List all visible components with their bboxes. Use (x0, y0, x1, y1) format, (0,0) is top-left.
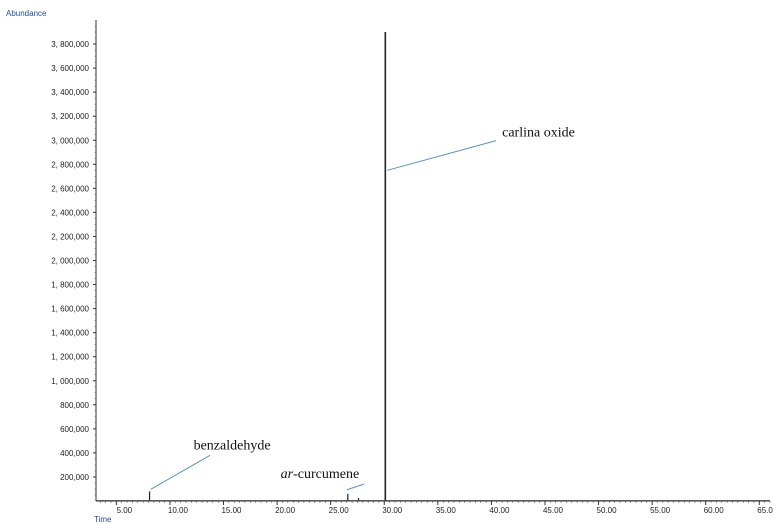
x-tick-label: 10.00 (168, 506, 189, 515)
y-tick-label: 1, 400,000 (51, 329, 89, 338)
x-tick-label: 15.00 (221, 506, 242, 515)
annotation-leader-line (346, 483, 365, 491)
x-axis-title: Time (94, 515, 112, 524)
axis-frame (95, 20, 770, 502)
chromatogram-peaks (96, 32, 770, 501)
y-tick-label: 1, 800,000 (51, 281, 89, 290)
x-tick-label: 45.00 (543, 506, 564, 515)
y-tick-label: 2, 800,000 (51, 160, 89, 169)
y-tick-label: 400,000 (60, 449, 89, 458)
y-tick-label: 2, 000,000 (51, 257, 89, 266)
y-tick-label: 2, 200,000 (51, 232, 89, 241)
y-tick-label: 600,000 (60, 425, 89, 434)
y-tick-label: 3, 400,000 (51, 88, 89, 97)
y-tick-label: 800,000 (60, 401, 89, 410)
x-tick-label: 65.00 (757, 506, 773, 515)
x-tick-label: 60.00 (704, 506, 725, 515)
y-axis-ticks: 200,000 400,000 600,000 800,000 1, 000,000 1,… (51, 25, 96, 496)
annotation-name: -curcumene (293, 467, 359, 482)
x-tick-label: 35.00 (436, 506, 457, 515)
y-tick-label: 1, 200,000 (51, 353, 89, 362)
y-tick-label: 1, 600,000 (51, 305, 89, 314)
y-tick-label: 2, 400,000 (51, 208, 89, 217)
y-tick-label: 3, 600,000 (51, 64, 89, 73)
x-tick-label: 30.00 (382, 506, 403, 515)
x-tick-label: 25.00 (329, 506, 350, 515)
x-axis-ticks: 5.00 10.00 15.00 20.00 25.00 30.00 35.00 40.00 4… (99, 501, 773, 515)
x-tick-label: 50.00 (597, 506, 618, 515)
annotation-leader-line (150, 454, 211, 490)
y-tick-label: 2, 600,000 (51, 184, 89, 193)
y-tick-label: 3, 800,000 (51, 40, 89, 49)
annotation-prefix: ar (281, 467, 294, 482)
x-tick-label: 20.00 (275, 506, 296, 515)
y-tick-label: 3, 200,000 (51, 112, 89, 121)
x-tick-label: 55.00 (650, 506, 671, 515)
y-tick-label: 3, 000,000 (51, 136, 89, 145)
y-tick-label: 200,000 (60, 473, 89, 482)
x-tick-label: 40.00 (489, 506, 510, 515)
y-tick-label: 1, 000,000 (51, 377, 89, 386)
x-tick-label: 5.00 (117, 506, 133, 515)
y-axis-title: Abundance (6, 9, 47, 18)
peak-annotation-label: carlina oxide (502, 126, 575, 141)
peak-annotation-label: benzaldehyde (194, 438, 271, 453)
peak-annotation-label: ar-curcumene (281, 467, 360, 482)
peak-annotations: benzaldehyde ar-curcumene carlina oxide (150, 126, 575, 491)
annotation-leader-line (387, 140, 497, 171)
